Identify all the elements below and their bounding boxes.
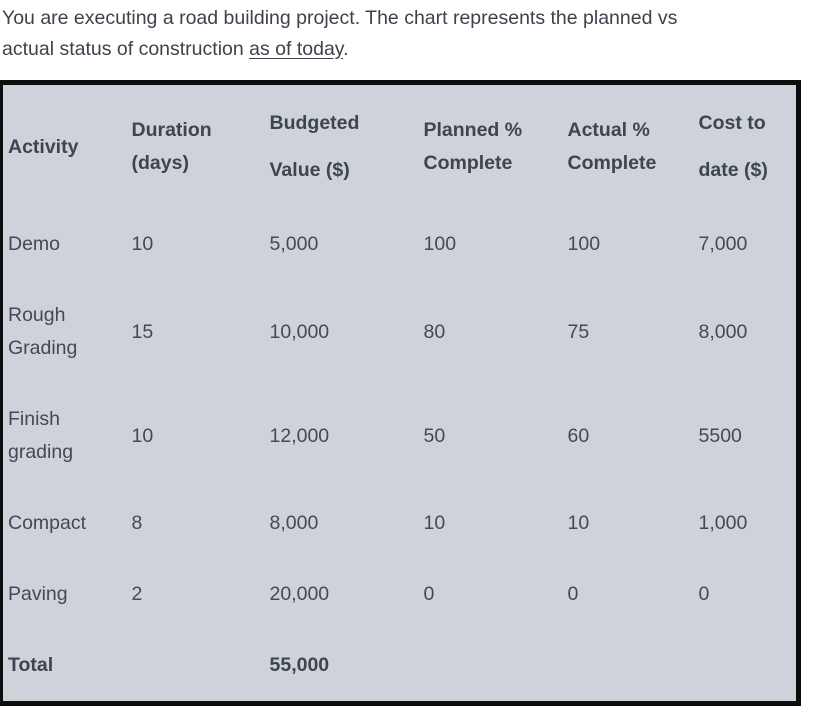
table-header-row: Activity Duration (days) Budgeted Value … <box>2 83 799 210</box>
cell-empty <box>127 630 265 704</box>
cell-activity: Finish grading <box>8 408 74 463</box>
intro-underlined-phrase: as of today <box>249 37 344 60</box>
intro-line-1-text: You are executing a road building projec… <box>2 7 678 29</box>
cell-actual: 75 <box>567 320 590 343</box>
cell-cost: 7,000 <box>698 233 748 255</box>
cell-actual: 0 <box>567 583 579 605</box>
cell-empty <box>694 630 799 704</box>
cell-cost: 8,000 <box>698 320 748 343</box>
cell-planned: 100 <box>423 233 457 255</box>
cell-duration: 15 <box>131 320 154 343</box>
col-header-actual-complete: Actual % Complete <box>567 119 657 174</box>
cell-duration: 10 <box>131 424 154 447</box>
col-header-budgeted-value: Budgeted Value ($) <box>269 112 360 181</box>
cell-duration: 10 <box>131 233 154 255</box>
cell-budgeted: 10,000 <box>269 320 330 343</box>
cell-planned: 10 <box>423 512 446 534</box>
cell-activity: Paving <box>8 583 68 605</box>
cell-planned: 80 <box>423 320 446 343</box>
cell-total-budgeted: 55,000 <box>269 654 330 676</box>
table-row-compact: Compact 8 8,000 10 10 1,000 <box>2 488 799 559</box>
cell-activity: Compact <box>8 512 87 534</box>
cell-total-label: Total <box>8 654 54 676</box>
question-intro: You are executing a road building projec… <box>0 0 822 64</box>
intro-line-2-text: actual status of construction <box>2 37 250 60</box>
cell-duration: 2 <box>131 583 143 605</box>
cell-cost: 1,000 <box>698 512 748 534</box>
table-row-paving: Paving 2 20,000 0 0 0 <box>2 559 799 630</box>
cell-cost: 0 <box>698 583 710 605</box>
project-status-table: Activity Duration (days) Budgeted Value … <box>0 80 801 706</box>
cell-budgeted: 8,000 <box>269 512 319 534</box>
cell-budgeted: 12,000 <box>269 424 330 447</box>
cell-budgeted: 5,000 <box>269 233 319 255</box>
col-header-cost-to-date: Cost to date ($) <box>698 112 768 181</box>
cell-activity: Demo <box>8 233 61 255</box>
intro-line-2: actual status of construction as of toda… <box>2 34 812 65</box>
cell-actual: 10 <box>567 512 590 534</box>
cell-planned: 0 <box>423 583 435 605</box>
cell-activity: Rough Grading <box>8 304 78 359</box>
table-row-finish-grading: Finish grading 10 12,000 50 60 5500 <box>2 384 799 488</box>
intro-line-1: You are executing a road building projec… <box>2 3 812 34</box>
table-row-rough-grading: Rough Grading 15 10,000 80 75 8,000 <box>2 280 799 384</box>
cell-empty <box>419 630 563 704</box>
cell-actual: 100 <box>567 233 601 255</box>
cell-planned: 50 <box>423 424 446 447</box>
table-row-demo: Demo 10 5,000 100 100 7,000 <box>2 209 799 280</box>
cell-budgeted: 20,000 <box>269 583 330 605</box>
col-header-activity: Activity <box>8 135 79 158</box>
table-row-total: Total 55,000 <box>2 630 799 704</box>
cell-empty <box>563 630 694 704</box>
cell-actual: 60 <box>567 424 590 447</box>
intro-period: . <box>343 37 349 60</box>
col-header-planned-complete: Planned % Complete <box>423 119 523 174</box>
col-header-duration: Duration (days) <box>131 119 212 174</box>
cell-duration: 8 <box>131 512 143 534</box>
cell-cost: 5500 <box>698 424 742 447</box>
